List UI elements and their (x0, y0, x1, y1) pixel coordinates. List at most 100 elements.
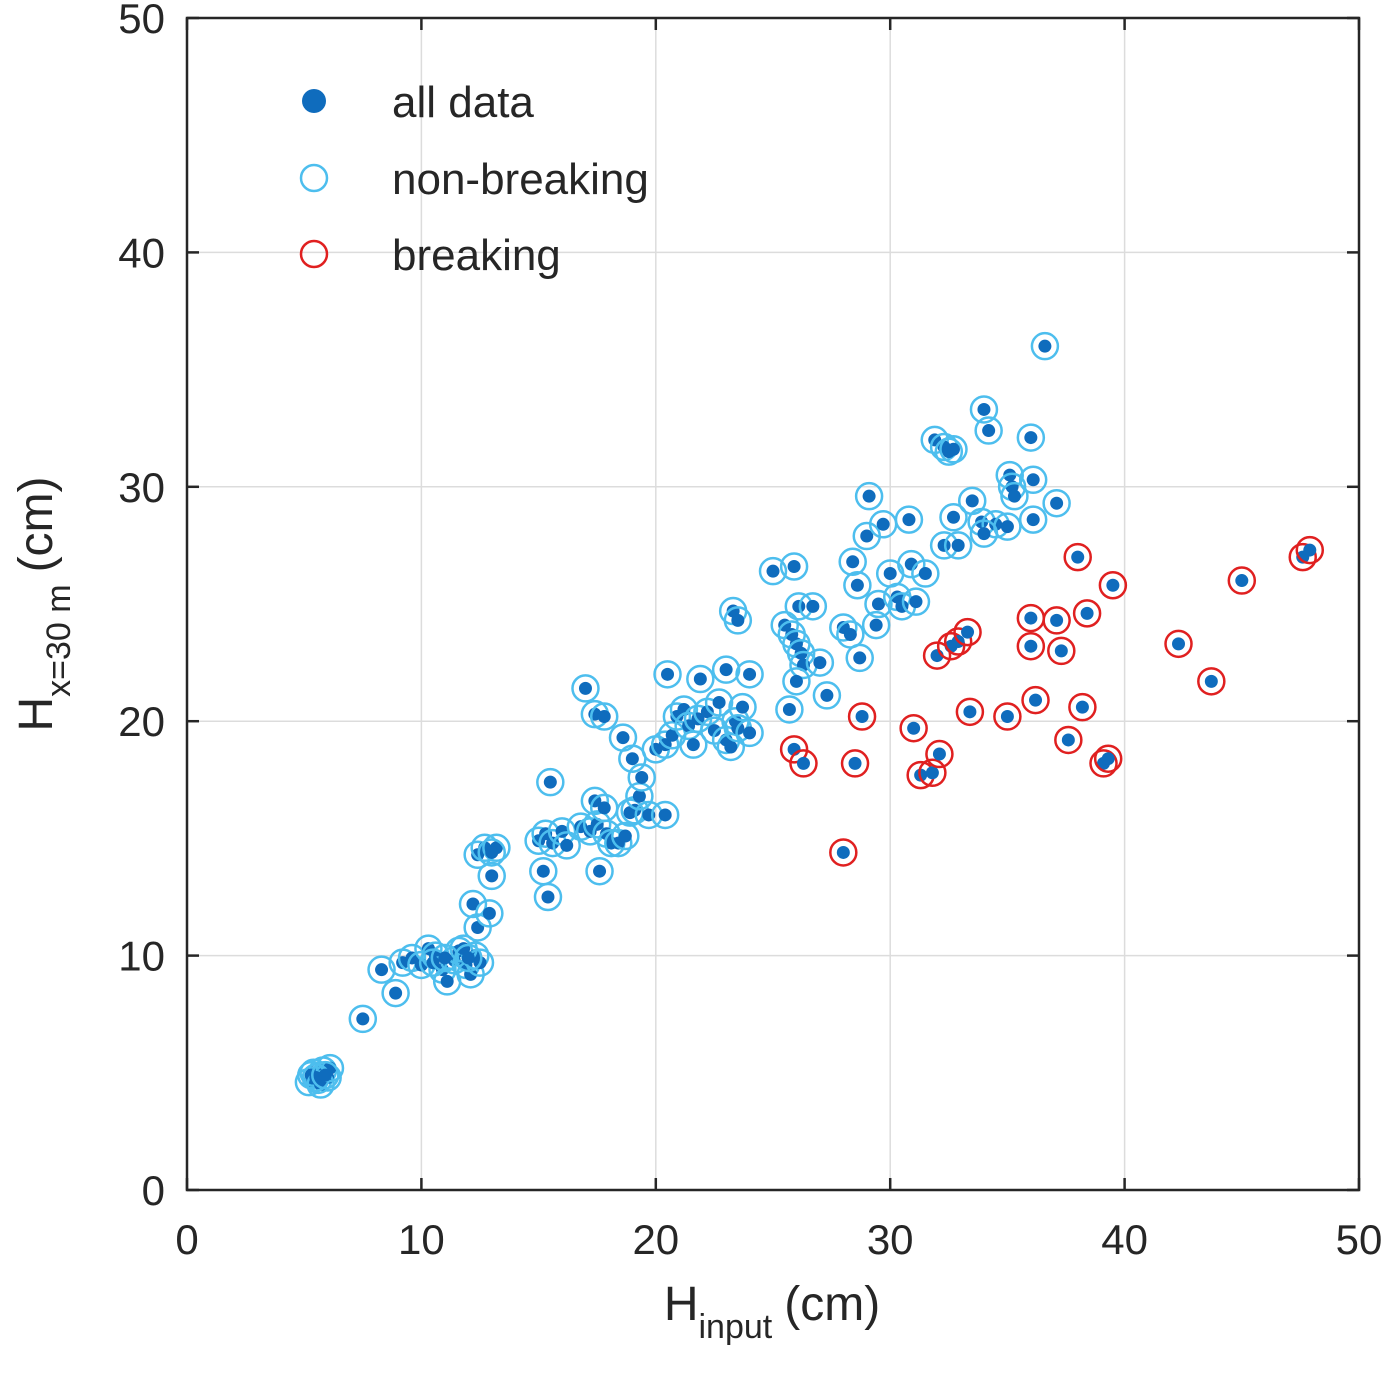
all-data-point (977, 402, 991, 416)
legend-label-non-breaking: non-breaking (392, 155, 649, 204)
non-breaking-marker (845, 643, 874, 673)
breaking-marker (1047, 636, 1076, 666)
y-tick-labels: 0 10 20 30 40 50 (118, 0, 165, 1214)
all-data-point (789, 674, 803, 688)
all-data-point (635, 770, 649, 784)
all-data-point (578, 681, 592, 695)
non-breaking-marker (585, 856, 614, 886)
all-data-point (1050, 613, 1064, 627)
breaking-marker (1098, 570, 1128, 600)
non-breaking-marker (686, 664, 715, 694)
x-tick-label: 50 (1336, 1216, 1383, 1263)
all-data-point (918, 567, 932, 581)
all-data-point (850, 578, 864, 592)
all-data-point (686, 738, 700, 752)
all-data-point (618, 829, 632, 843)
non-breaking-marker (604, 828, 633, 858)
all-data-point (1204, 674, 1218, 688)
x-tick-label: 20 (632, 1216, 679, 1263)
non-breaking-marker (589, 702, 619, 731)
all-data-point (965, 494, 979, 508)
non-breaking-marker (969, 395, 999, 424)
all-data-point (902, 513, 916, 527)
breaking-marker (1164, 629, 1193, 659)
series-non-breaking (294, 331, 1071, 1099)
non-breaking-marker (552, 831, 581, 860)
all-data-point (982, 424, 996, 438)
breaking-marker (1021, 685, 1050, 715)
all-data-point (632, 789, 646, 803)
all-data-point (461, 951, 475, 965)
non-breaking-marker (315, 1053, 345, 1083)
breaking-marker (993, 702, 1022, 731)
breaking-marker (943, 627, 973, 656)
all-data-point (946, 510, 960, 524)
non-breaking-marker (894, 505, 924, 534)
y-tick-label: 10 (118, 933, 165, 980)
non-breaking-marker (311, 1060, 340, 1090)
all-data-point (1024, 639, 1038, 653)
non-breaking-marker (897, 549, 926, 579)
all-data-point (883, 567, 897, 581)
x-axis-label-main: H (664, 1278, 699, 1331)
all-data-point (1303, 543, 1317, 557)
all-data-point (869, 618, 883, 632)
all-data-point (485, 845, 499, 859)
breaking-marker (1054, 725, 1083, 755)
breaking-marker (847, 702, 877, 731)
all-data-point (1029, 693, 1043, 707)
all-data-point (597, 710, 611, 724)
y-tick-label: 20 (118, 698, 165, 745)
non-breaking-marker (843, 570, 872, 600)
non-breaking-marker (864, 589, 893, 619)
all-data-point (693, 672, 707, 686)
all-data-point (724, 740, 738, 754)
all-data-point (1026, 513, 1040, 527)
non-breaking-marker (861, 610, 891, 640)
non-breaking-marker (1018, 505, 1048, 534)
breaking-marker (1288, 542, 1317, 572)
all-data-point (1054, 644, 1068, 658)
all-data-point (1235, 574, 1249, 588)
breaking-marker (1197, 667, 1226, 696)
breaking-marker (1063, 542, 1092, 572)
non-breaking-marker (397, 943, 427, 973)
all-data-point (658, 808, 672, 822)
all-data-point (700, 705, 714, 719)
non-breaking-marker (805, 648, 835, 677)
all-data-point (593, 864, 607, 878)
non-breaking-marker (711, 655, 741, 684)
all-data-point (963, 705, 977, 719)
non-breaking-marker (798, 592, 828, 621)
y-axis-label: Hx=30 m (cm) (10, 476, 78, 731)
non-breaking-marker (477, 861, 506, 891)
breaking-marker (899, 713, 928, 743)
x-tick-label: 0 (175, 1216, 198, 1263)
non-breaking-marker (1042, 488, 1071, 518)
all-data-point (466, 897, 480, 911)
all-data-point (951, 538, 965, 552)
non-breaking-marker (477, 838, 506, 867)
breaking-marker (955, 697, 985, 727)
all-data-point (482, 906, 496, 920)
breaking-marker (925, 739, 954, 769)
non-breaking-marker (735, 660, 764, 689)
non-breaking-marker (536, 767, 565, 797)
breaking-marker (953, 617, 982, 647)
all-data-point (855, 710, 869, 724)
all-data-point (1106, 578, 1120, 592)
non-breaking-marker (934, 437, 964, 466)
y-tick-label: 40 (118, 229, 165, 276)
all-data-point (846, 555, 860, 569)
all-data-point (977, 527, 991, 541)
legend-marker-breaking (299, 239, 329, 269)
breaking-marker (918, 758, 947, 788)
breaking-marker (936, 631, 966, 661)
non-breaking-marker (650, 800, 680, 830)
y-axis-label-main: H (10, 697, 63, 732)
all-data-point (731, 613, 745, 627)
all-data-point (1007, 489, 1021, 503)
breaking-marker (1068, 692, 1097, 722)
non-breaking-marker (911, 559, 940, 588)
all-data-point (375, 963, 389, 977)
